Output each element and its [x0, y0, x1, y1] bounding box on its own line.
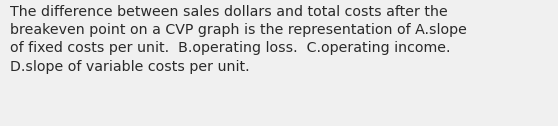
Text: The difference between sales dollars and total costs after the
breakeven point o: The difference between sales dollars and… [10, 5, 467, 74]
